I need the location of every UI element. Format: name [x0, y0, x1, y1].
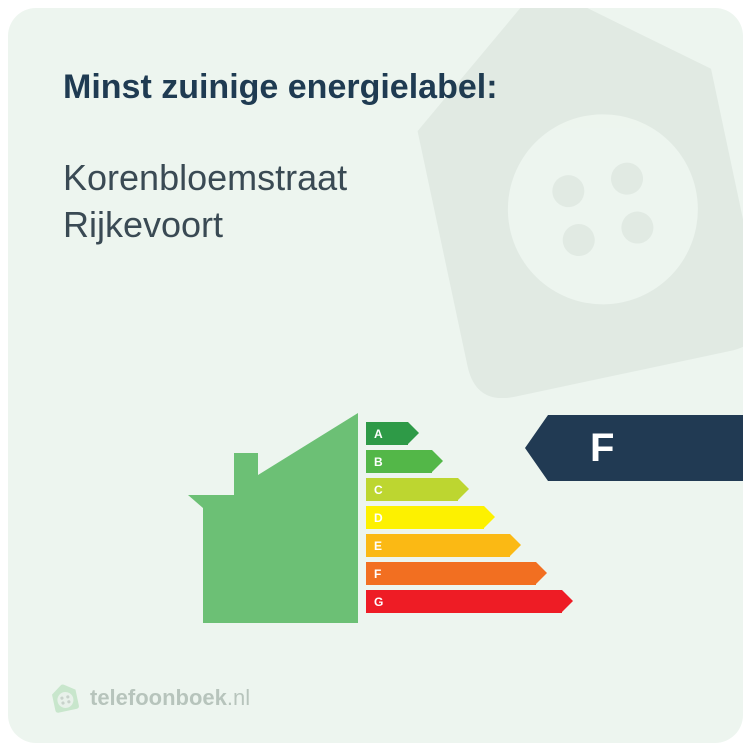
card-subtitle: Korenbloemstraat Rijkevoort [63, 155, 688, 249]
card-title: Minst zuinige energielabel: [63, 68, 688, 107]
subtitle-line-2: Rijkevoort [63, 202, 688, 249]
energy-label-card: Minst zuinige energielabel: Korenbloemst… [8, 8, 743, 743]
subtitle-line-1: Korenbloemstraat [63, 155, 688, 202]
energy-chart: A B C D E F G F [8, 393, 743, 623]
bar-label-E: E [366, 534, 510, 557]
rating-value: F [590, 426, 614, 471]
footer: telefoonboek.nl [50, 683, 250, 713]
house-path [188, 413, 358, 623]
bar-label-G: G [366, 590, 562, 613]
footer-brand-tld: .nl [227, 685, 250, 710]
rating-badge: F [548, 415, 743, 481]
bar-label-B: B [366, 450, 432, 473]
bar-C: C [366, 478, 562, 501]
footer-brand-name: telefoonboek [90, 685, 227, 710]
bar-label-A: A [366, 422, 408, 445]
bar-G: G [366, 590, 562, 613]
phonebook-logo-icon [50, 683, 80, 713]
bar-label-F: F [366, 562, 536, 585]
footer-brand: telefoonboek.nl [90, 685, 250, 711]
bar-label-C: C [366, 478, 458, 501]
house-icon [188, 413, 358, 623]
bar-F: F [366, 562, 562, 585]
bar-D: D [366, 506, 562, 529]
bar-E: E [366, 534, 562, 557]
bar-label-D: D [366, 506, 484, 529]
